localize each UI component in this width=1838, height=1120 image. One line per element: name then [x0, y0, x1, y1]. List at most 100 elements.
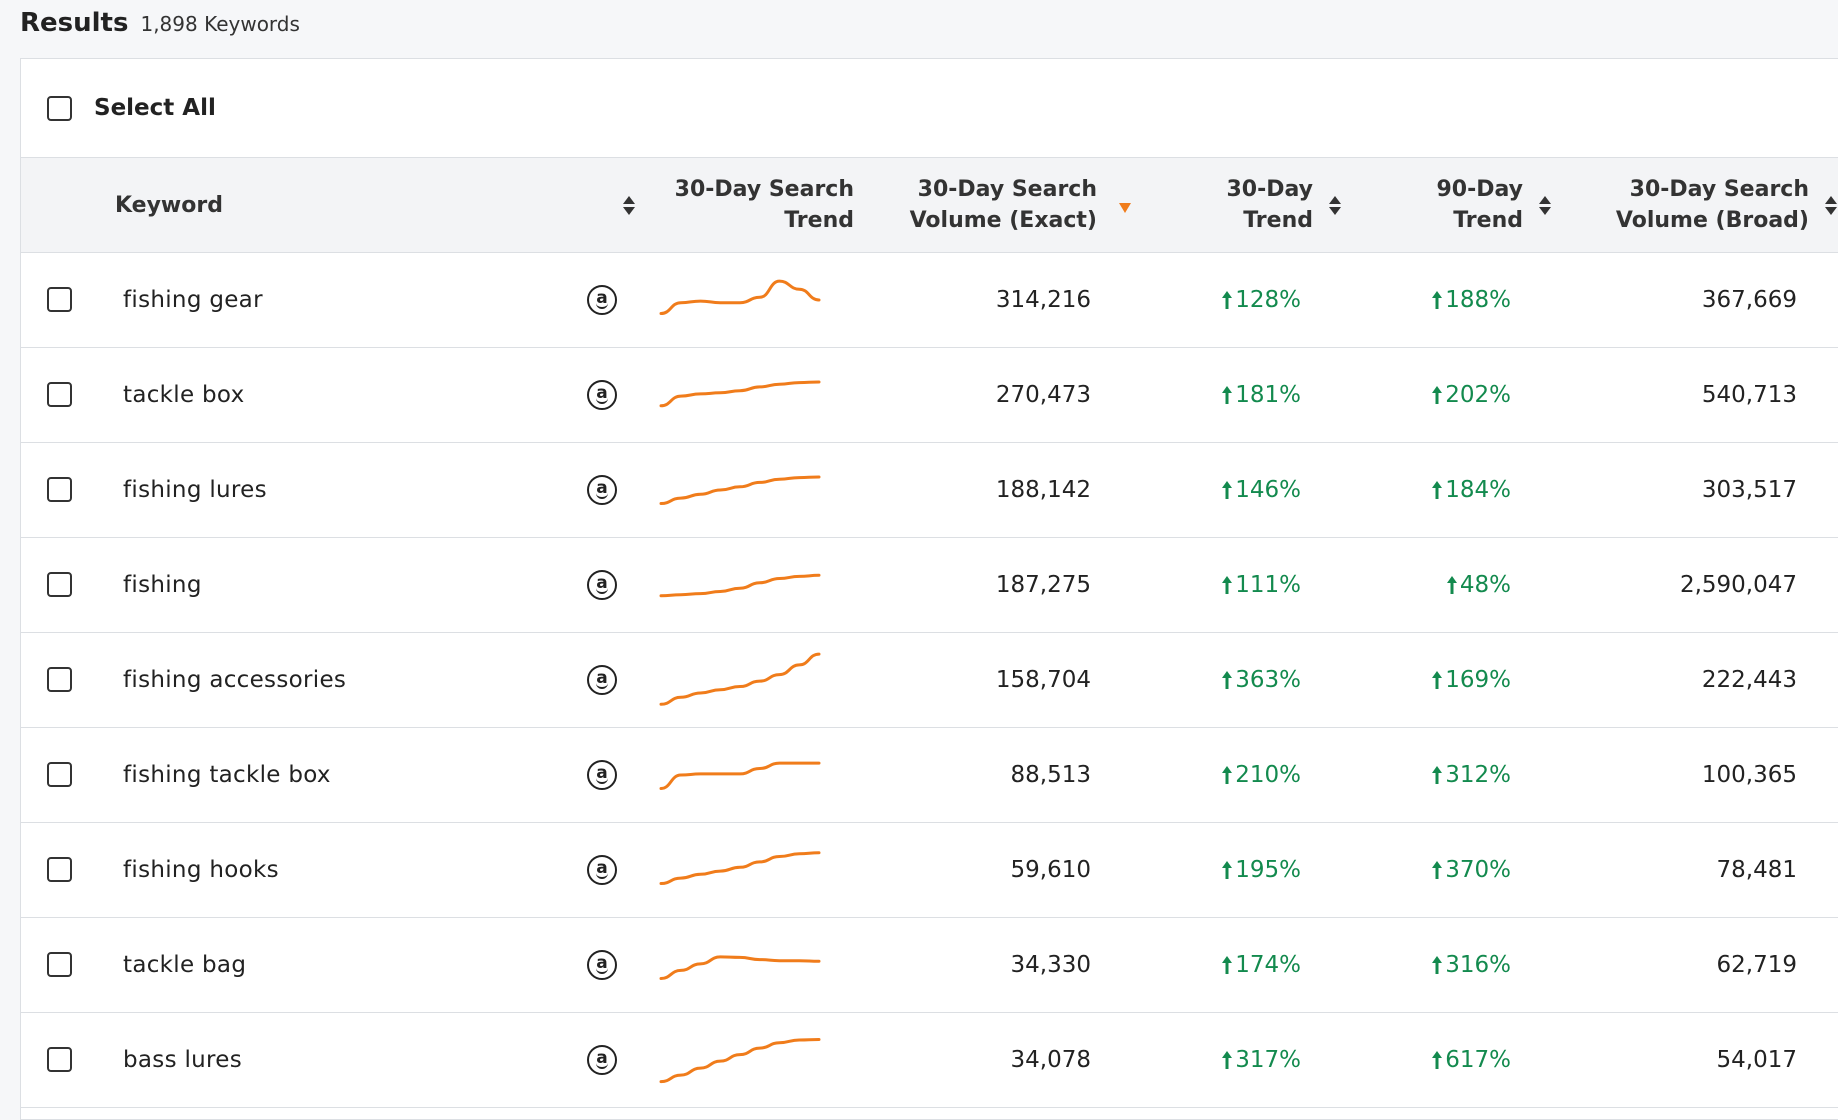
sparkline-chart	[659, 1038, 821, 1084]
trend-90-cell: 184%	[1371, 443, 1511, 537]
trend-90-value: 188%	[1445, 287, 1511, 313]
table-row: fishing lures a 188,142 146% 184% 303,51…	[21, 443, 1838, 538]
amazon-icon[interactable]: a	[587, 950, 617, 980]
arrow-up-icon	[1222, 1051, 1233, 1069]
arrow-up-icon	[1222, 861, 1233, 879]
volume-broad-cell: 54,017	[1716, 1047, 1797, 1073]
table-row: fishing tackle box a 88,513 210% 312% 10…	[21, 728, 1838, 823]
arrow-up-icon	[1222, 766, 1233, 784]
amazon-icon[interactable]: a	[587, 475, 617, 505]
column-header-keyword-label: Keyword	[115, 192, 223, 218]
volume-broad-cell: 367,669	[1701, 287, 1797, 313]
trend-30-cell: 195%	[1161, 823, 1301, 917]
trend-30-cell: 128%	[1161, 253, 1301, 347]
row-checkbox[interactable]	[47, 382, 72, 407]
row-checkbox[interactable]	[47, 572, 72, 597]
arrow-up-icon	[1432, 481, 1443, 499]
column-header-search-trend: 30-Day Search Trend	[661, 158, 854, 252]
column-header-volume-broad[interactable]: 30-Day Search Volume (Broad)	[1581, 158, 1837, 252]
sparkline-chart	[659, 573, 821, 598]
row-checkbox[interactable]	[47, 952, 72, 977]
row-checkbox[interactable]	[47, 762, 72, 787]
row-checkbox[interactable]	[47, 477, 72, 502]
keyword-cell[interactable]: tackle box	[123, 382, 245, 408]
trend-90-value: 370%	[1445, 857, 1511, 883]
keyword-cell[interactable]: tackle bag	[123, 952, 247, 978]
keyword-cell[interactable]: fishing tackle box	[123, 762, 331, 788]
trend-30-value: 174%	[1235, 952, 1301, 978]
keyword-cell[interactable]: fishing gear	[123, 287, 263, 313]
sparkline-line	[659, 573, 821, 598]
volume-exact-cell: 188,142	[995, 477, 1091, 503]
volume-broad-cell: 62,719	[1716, 952, 1797, 978]
trend-90-cell: 316%	[1371, 918, 1511, 1012]
volume-broad-cell: 303,517	[1701, 477, 1797, 503]
amazon-icon[interactable]: a	[587, 855, 617, 885]
volume-broad-cell: 100,365	[1701, 762, 1797, 788]
row-checkbox[interactable]	[47, 667, 72, 692]
sort-icon[interactable]	[623, 195, 635, 215]
row-checkbox[interactable]	[47, 287, 72, 312]
table-body: fishing gear a 314,216 128% 188% 367,669…	[21, 253, 1838, 1108]
arrow-up-icon	[1432, 861, 1443, 879]
keyword-cell[interactable]: fishing accessories	[123, 667, 347, 693]
table-header: Keyword 30-Day Search Trend 30-Day Searc…	[21, 158, 1838, 253]
select-all-label: Select All	[94, 95, 216, 121]
trend-90-cell: 202%	[1371, 348, 1511, 442]
trend-90-cell: 188%	[1371, 253, 1511, 347]
results-title: Results	[20, 8, 129, 38]
select-all-checkbox[interactable]	[47, 95, 72, 121]
trend-90-value: 202%	[1445, 382, 1511, 408]
amazon-icon[interactable]: a	[587, 760, 617, 790]
trend-90-cell: 169%	[1371, 633, 1511, 727]
volume-broad-cell: 78,481	[1716, 857, 1797, 883]
arrow-up-icon	[1222, 386, 1233, 404]
column-header-trend-90[interactable]: 90-Day Trend	[1371, 158, 1551, 252]
trend-30-cell: 317%	[1161, 1013, 1301, 1107]
sparkline-chart	[659, 279, 821, 315]
sort-descending-icon[interactable]	[1119, 203, 1131, 213]
sparkline-chart	[659, 761, 821, 790]
column-header-trend-30[interactable]: 30-Day Trend	[1161, 158, 1341, 252]
column-header-volume-exact-label: 30-Day Search Volume (Exact)	[909, 177, 1097, 233]
keyword-cell[interactable]: fishing	[123, 572, 202, 598]
volume-exact-cell: 34,330	[1010, 952, 1091, 978]
volume-broad-cell: 2,590,047	[1679, 572, 1797, 598]
amazon-icon[interactable]: a	[587, 1045, 617, 1075]
column-header-trend-90-label: 90-Day Trend	[1436, 177, 1523, 233]
column-header-keyword[interactable]: Keyword	[115, 158, 635, 252]
sort-icon[interactable]	[1329, 195, 1341, 215]
arrow-up-icon	[1446, 576, 1457, 594]
trend-90-value: 48%	[1459, 572, 1511, 598]
trend-30-cell: 363%	[1161, 633, 1301, 727]
arrow-up-icon	[1432, 386, 1443, 404]
sparkline-line	[659, 955, 821, 980]
trend-90-value: 316%	[1445, 952, 1511, 978]
volume-exact-cell: 270,473	[995, 382, 1091, 408]
arrow-up-icon	[1432, 671, 1443, 689]
amazon-icon[interactable]: a	[587, 570, 617, 600]
keyword-cell[interactable]: fishing lures	[123, 477, 267, 503]
amazon-icon[interactable]: a	[587, 285, 617, 315]
keyword-cell[interactable]: bass lures	[123, 1047, 243, 1073]
keyword-cell[interactable]: fishing hooks	[123, 857, 279, 883]
table-row: fishing a 187,275 111% 48% 2,590,047	[21, 538, 1838, 633]
arrow-up-icon	[1222, 481, 1233, 499]
column-header-volume-exact[interactable]: 30-Day Search Volume (Exact)	[881, 158, 1131, 252]
sparkline-line	[659, 1038, 821, 1084]
trend-30-value: 317%	[1235, 1047, 1301, 1073]
amazon-icon[interactable]: a	[587, 380, 617, 410]
arrow-up-icon	[1222, 291, 1233, 309]
sort-icon[interactable]	[1539, 195, 1551, 215]
trend-30-cell: 174%	[1161, 918, 1301, 1012]
sparkline-line	[659, 380, 821, 408]
arrow-up-icon	[1432, 1051, 1443, 1069]
arrow-up-icon	[1222, 956, 1233, 974]
amazon-icon[interactable]: a	[587, 665, 617, 695]
row-checkbox[interactable]	[47, 1047, 72, 1072]
trend-90-cell: 617%	[1371, 1013, 1511, 1107]
trend-90-value: 312%	[1445, 762, 1511, 788]
row-checkbox[interactable]	[47, 857, 72, 882]
sort-icon[interactable]	[1825, 195, 1837, 215]
arrow-up-icon	[1222, 671, 1233, 689]
